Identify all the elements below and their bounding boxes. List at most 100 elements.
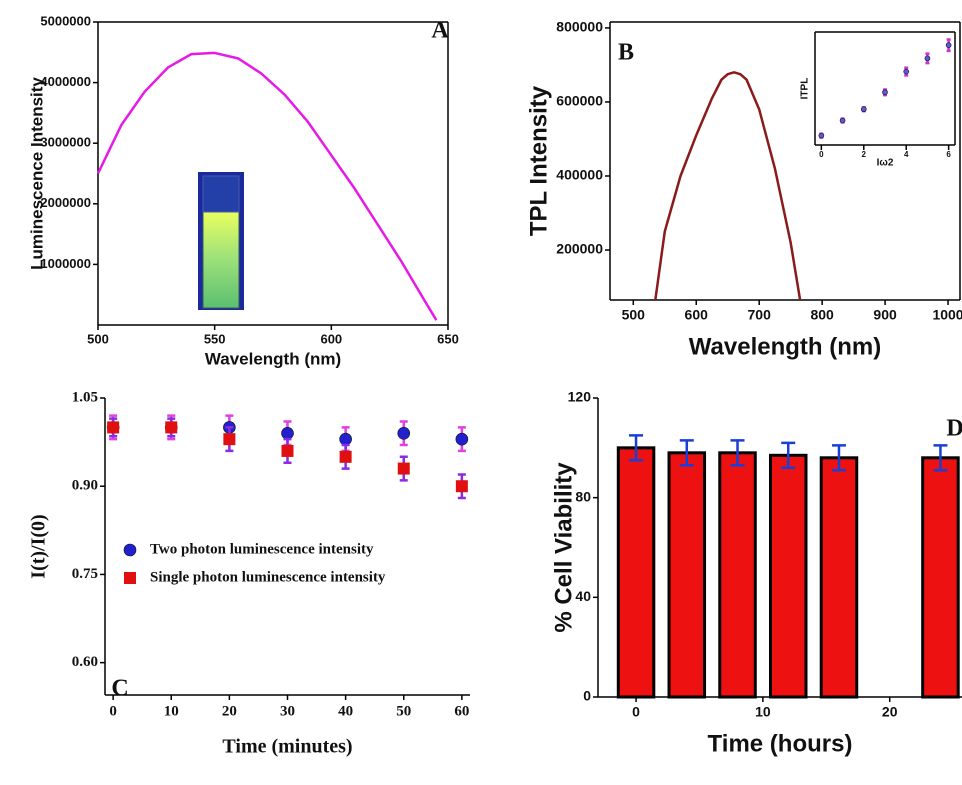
y-tick-label: 3000000	[40, 135, 91, 150]
marker	[882, 89, 888, 96]
x-tick-label: 2	[862, 150, 867, 159]
x-tick-label: 500	[87, 331, 109, 346]
y-tick-label: 400000	[556, 167, 603, 183]
error-bar	[933, 444, 948, 472]
x-tick-label: 800	[810, 307, 834, 323]
marker	[281, 444, 294, 457]
y-axis-label: Luminescence Intensity	[27, 77, 46, 270]
x-axis-label: Iω2	[877, 158, 894, 169]
x-tick-label: 700	[748, 307, 772, 323]
x-tick-label: 1000	[932, 307, 962, 323]
x-tick-label: 550	[204, 331, 226, 346]
y-tick-label: 600000	[556, 93, 603, 109]
marker	[860, 106, 867, 113]
legend-marker	[124, 572, 136, 584]
marker	[397, 462, 410, 475]
line	[654, 71, 802, 301]
x-tick-label: 40	[338, 703, 353, 719]
marker	[339, 432, 352, 446]
marker	[397, 426, 411, 440]
error-bar	[781, 441, 796, 470]
y-tick-label: 0.90	[72, 478, 98, 494]
x-tick-label: 10	[755, 704, 771, 720]
panel-label: B	[618, 40, 634, 66]
y-tick-label: 0.75	[72, 566, 98, 582]
y-tick-label: 2000000	[40, 195, 91, 210]
y-tick-label: 80	[575, 488, 591, 504]
bar	[667, 451, 707, 699]
legend-label: Two photon luminescence intensity	[150, 541, 374, 557]
marker	[165, 421, 178, 434]
y-axis-label: ITPL	[800, 78, 811, 100]
marker	[839, 117, 846, 124]
error-bar	[679, 439, 694, 467]
bar	[921, 456, 960, 699]
x-tick-label: 500	[622, 307, 646, 323]
panel-label: D	[946, 416, 962, 442]
x-tick-label: 20	[222, 703, 237, 719]
chart-panel: 500 600 700 800 900 1000 200000 400000 600000 800…	[525, 19, 962, 361]
x-tick-label: 0	[632, 704, 640, 720]
error-bar	[730, 439, 745, 467]
marker	[818, 132, 825, 139]
chart-panel: 0 10 20 0 40 80 120 Time (hours) % Cell Viabilit…	[550, 389, 962, 757]
y-tick-label: 120	[568, 389, 592, 405]
y-axis-label: TPL Intensity	[525, 85, 552, 236]
marker	[903, 68, 910, 75]
x-tick-label: 6	[946, 150, 951, 159]
cuvette-photo	[198, 172, 244, 310]
y-axis-label: % Cell Viability	[550, 462, 577, 633]
marker	[945, 42, 952, 48]
cuvette	[202, 211, 240, 309]
x-tick-label: 4	[904, 150, 909, 159]
y-axis-label: I(t)/I(0)	[28, 514, 50, 578]
cuvette-top	[202, 175, 240, 213]
marker	[107, 421, 120, 434]
x-tick-label: 30	[280, 703, 295, 719]
x-axis-label: Time (minutes)	[222, 736, 352, 758]
marker	[339, 450, 352, 463]
x-tick-label: 60	[454, 703, 469, 719]
panel-label: C	[111, 676, 128, 702]
bar	[768, 453, 808, 699]
x-tick-label: 10	[164, 703, 179, 719]
x-tick-label: 600	[685, 307, 709, 323]
y-tick-label: 0	[583, 688, 591, 704]
chart-panel: 500 550 600 650 1000000 2000000 3000000 4000000…	[27, 13, 458, 368]
y-tick-label: 1.05	[72, 389, 98, 405]
x-tick-label: 50	[396, 703, 411, 719]
x-tick-label: 900	[873, 307, 897, 323]
marker	[223, 433, 236, 446]
chart-panel: 0 10 20 30 40 50 60 0.60 0.75 0.90 1.05 Time (minut…	[28, 389, 470, 758]
bar	[819, 456, 859, 699]
x-tick-label: 0	[819, 150, 824, 159]
x-axis-label: Time (hours)	[708, 730, 853, 757]
bar	[718, 451, 757, 699]
y-tick-label: 0.60	[72, 654, 98, 670]
x-tick-label: 20	[882, 704, 898, 720]
legend-marker	[123, 543, 137, 557]
y-tick-label: 40	[575, 588, 591, 604]
error-bar	[831, 444, 846, 472]
marker	[455, 480, 468, 493]
y-tick-label: 5000000	[40, 13, 91, 28]
y-tick-label: 800000	[556, 19, 603, 35]
panel-label: A	[431, 18, 449, 44]
y-tick-label: 4000000	[40, 74, 91, 89]
y-tick-label: 200000	[556, 241, 603, 257]
x-axis-label: Wavelength (nm)	[689, 333, 881, 360]
marker	[281, 426, 294, 440]
line	[96, 51, 438, 321]
bar	[616, 446, 656, 699]
error-bar	[629, 434, 644, 462]
marker	[924, 55, 931, 62]
marker	[455, 432, 469, 446]
y-tick-label: 1000000	[40, 256, 91, 271]
inset-chart: 0 2 4 6 Iω2 ITPL	[800, 31, 956, 169]
x-tick-label: 0	[109, 703, 117, 719]
x-tick-label: 600	[320, 331, 342, 346]
x-tick-label: 650	[437, 331, 459, 346]
legend-label: Single photon luminescence intensity	[150, 569, 386, 585]
x-axis-label: Wavelength (nm)	[205, 349, 341, 368]
